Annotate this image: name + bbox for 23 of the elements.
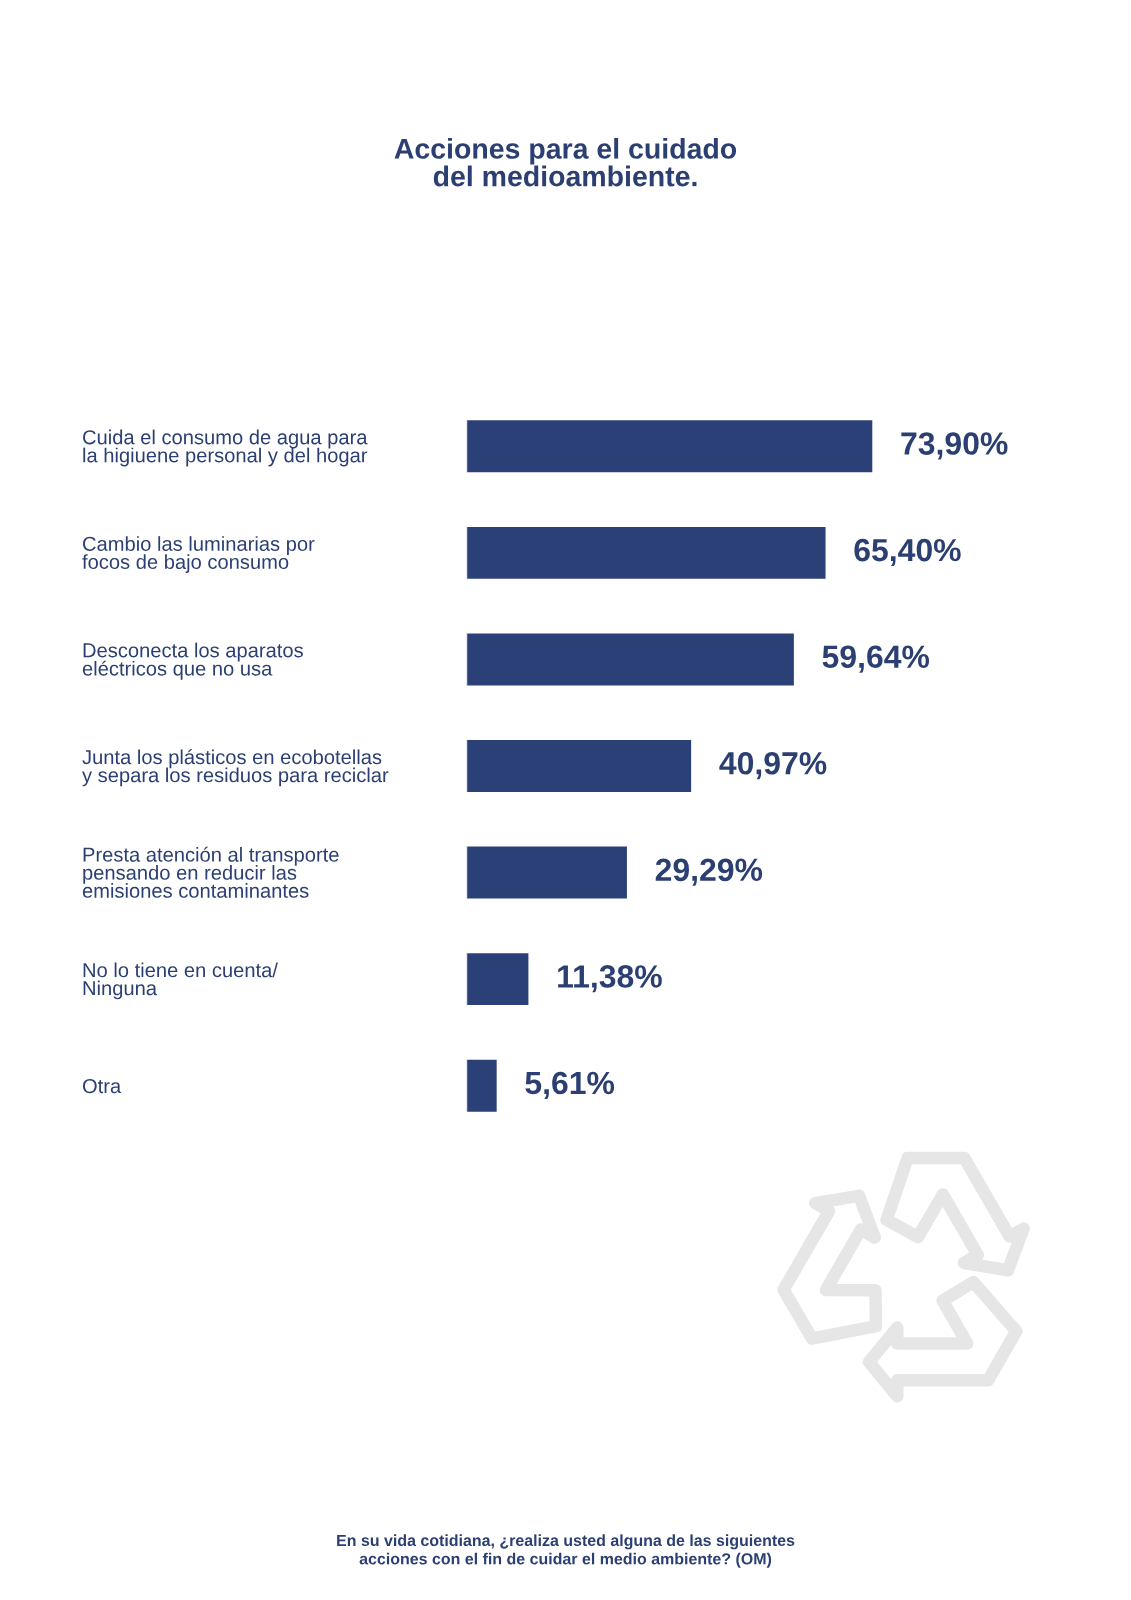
text: En su vida cotidiana, ¿realiza usted alguna de las siguientes acciones con el fin de cuidar el medio ambiente? (OM)	[337, 1534, 795, 1568]
data-label: 29,29%	[655, 858, 763, 886]
data-label: 73,90%	[901, 432, 1008, 460]
bar	[466, 1058, 499, 1114]
chart-title: Acciones para el cuidado del medioambiente.	[394, 137, 737, 187]
bar	[466, 632, 796, 687]
bar	[466, 845, 629, 900]
data-label: 40,97%	[719, 751, 827, 780]
bar	[466, 951, 530, 1007]
y-tick-label: Junta los plásticos en ecobotellas y separa los residuos para reciclar	[82, 749, 389, 787]
y-tick-label: Desconecta los aparatos eléctricos que no usa	[82, 642, 303, 680]
data-label: 59,64%	[822, 645, 930, 673]
y-tick-label: Presta atención al transporte pensando en reducir las emisiones contaminantes	[82, 846, 339, 898]
y-tick-label: No lo tiene en cuenta/ Ninguna	[83, 962, 278, 1000]
y-tick-label: Otra	[82, 1078, 122, 1094]
bar	[466, 738, 693, 794]
y-tick-label: Cambio las luminarias por focos de bajo consumo	[82, 536, 315, 573]
bar	[466, 418, 873, 474]
bar	[466, 525, 827, 581]
data-label: 11,38%	[558, 965, 662, 993]
data-label: 65,40%	[854, 538, 961, 567]
data-label: 5,61%	[525, 1071, 615, 1099]
y-tick-label: Cuida el consumo de agua para la higiuene personal y del hogar	[83, 429, 368, 467]
